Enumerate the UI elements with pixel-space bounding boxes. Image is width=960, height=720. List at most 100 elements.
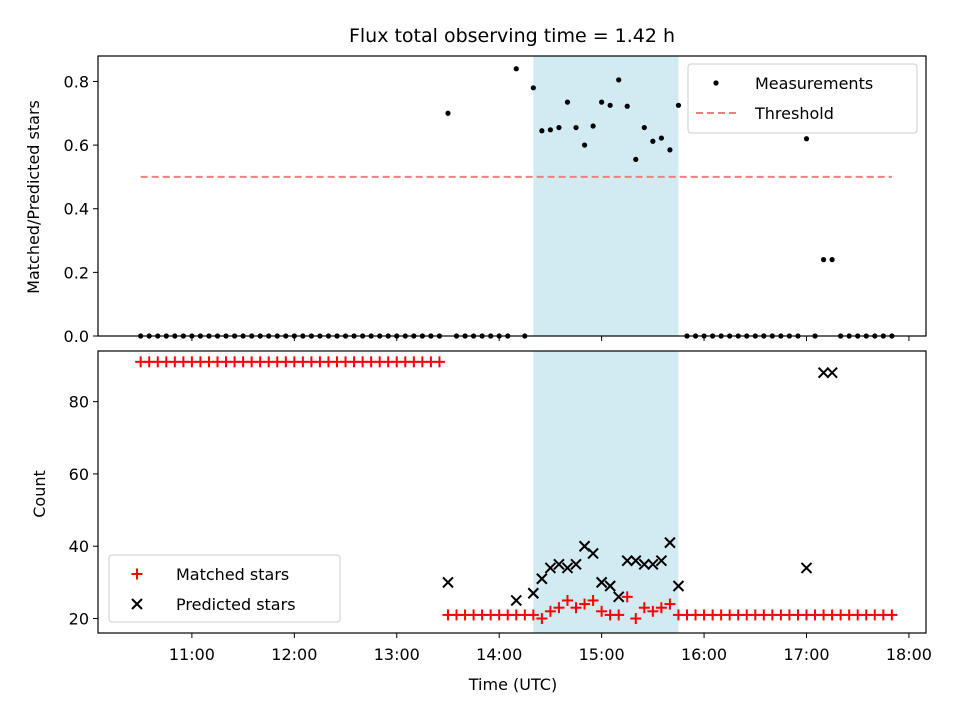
x-b [604, 580, 616, 592]
measurement-point [616, 77, 622, 83]
x-b [655, 554, 668, 567]
chart-title: Flux total observing time = 1.42 h [349, 25, 675, 47]
bottom-y-axis-label: Count [30, 470, 49, 518]
measurement-point [633, 156, 639, 163]
matched-star-marker [433, 356, 445, 368]
matched-star-marker [638, 602, 650, 614]
matched-star-marker [561, 594, 573, 606]
predicted-star-marker [587, 547, 599, 560]
y-tick-label: 40 [69, 537, 89, 556]
predicted-star-marker [553, 558, 565, 571]
matched-star-marker [655, 602, 667, 614]
measurement-point [556, 124, 562, 131]
x-b [587, 547, 599, 560]
predicted-star-marker [638, 558, 651, 571]
predicted-star-marker [595, 576, 608, 589]
x-b [510, 594, 522, 607]
legend-label: Measurements [755, 74, 873, 93]
x-tick-label: 13:00 [374, 645, 420, 664]
x-b [826, 366, 838, 379]
legend-label: Threshold [754, 104, 834, 123]
measurement-point [530, 85, 536, 91]
axes-frame [97, 350, 927, 634]
y-tick-label: 0.4 [64, 200, 89, 219]
matched-star-marker [621, 591, 633, 603]
measurement-point [641, 124, 647, 131]
highlight-band [533, 56, 679, 336]
legend-dot [713, 80, 719, 86]
measurement-point [667, 147, 673, 153]
measurement-point [547, 127, 554, 133]
x-tick-label: 14:00 [476, 645, 522, 664]
measurement-point [539, 128, 545, 134]
series-predicted-stars [442, 366, 838, 607]
x-b [664, 536, 676, 549]
series-matched-stars [135, 356, 898, 625]
x-b [647, 558, 659, 571]
measurement-point [607, 102, 613, 108]
x-b [595, 576, 608, 589]
measurement-point [564, 99, 571, 105]
legend-label: Predicted stars [176, 595, 296, 614]
series-measurements [138, 66, 895, 339]
y-tick-label: 60 [69, 465, 89, 484]
x-b [672, 580, 685, 592]
matched-star-marker [613, 609, 625, 621]
legend-box [108, 554, 341, 623]
matched-star-marker [886, 609, 898, 621]
x-tick-label: 12:00 [271, 645, 317, 664]
x-b [612, 591, 625, 603]
matched-star-marker [579, 598, 591, 610]
matched-star-marker [647, 605, 659, 617]
predicted-star-marker [647, 558, 659, 571]
matched-star-marker [630, 613, 642, 625]
y-tick-label: 80 [69, 393, 89, 412]
predicted-star-marker [621, 554, 633, 567]
x-b [638, 558, 651, 571]
predicted-star-marker [604, 580, 616, 592]
predicted-star-marker [536, 573, 548, 585]
predicted-star-marker [800, 562, 813, 574]
y-tick-label: 0.0 [64, 327, 89, 346]
predicted-star-marker [826, 366, 838, 379]
x-b [630, 554, 642, 567]
x-b [817, 366, 830, 379]
x-b [553, 558, 565, 571]
x-tick-label: 11:00 [169, 645, 215, 664]
x-b [570, 558, 582, 571]
x-b [621, 554, 633, 567]
measurement-point [650, 138, 656, 144]
x-tick-label: 17:00 [783, 645, 829, 664]
predicted-star-marker [527, 587, 540, 599]
predicted-star-marker [672, 580, 685, 592]
predicted-star-marker [510, 594, 522, 607]
x-b [800, 562, 813, 574]
matched-star-marker [596, 605, 608, 617]
measurement-point [590, 123, 596, 129]
y-tick-label: 0.8 [64, 72, 89, 91]
predicted-star-marker [630, 554, 642, 567]
x-b [544, 562, 557, 574]
predicted-star-marker [655, 554, 668, 567]
matched-star-marker [544, 605, 556, 617]
y-tick-label: 0.2 [64, 263, 89, 282]
axes-frame [97, 55, 927, 337]
x-b [536, 573, 548, 585]
measurement-point [829, 257, 835, 263]
x-tick-label: 18:00 [886, 645, 932, 664]
legend-box [687, 63, 918, 134]
measurement-point [803, 136, 810, 142]
x-b [578, 540, 591, 552]
measurement-point [599, 99, 605, 105]
measurement-point [581, 142, 588, 148]
x-b [527, 587, 540, 599]
measurement-point [624, 103, 630, 109]
matched-star-marker [527, 609, 539, 621]
measurement-point [513, 66, 519, 72]
matched-star-marker [570, 602, 582, 614]
legend-label: Matched stars [176, 565, 289, 584]
x-tick-label: 15:00 [579, 645, 625, 664]
matched-star-marker [587, 594, 599, 606]
x-b [442, 576, 454, 589]
